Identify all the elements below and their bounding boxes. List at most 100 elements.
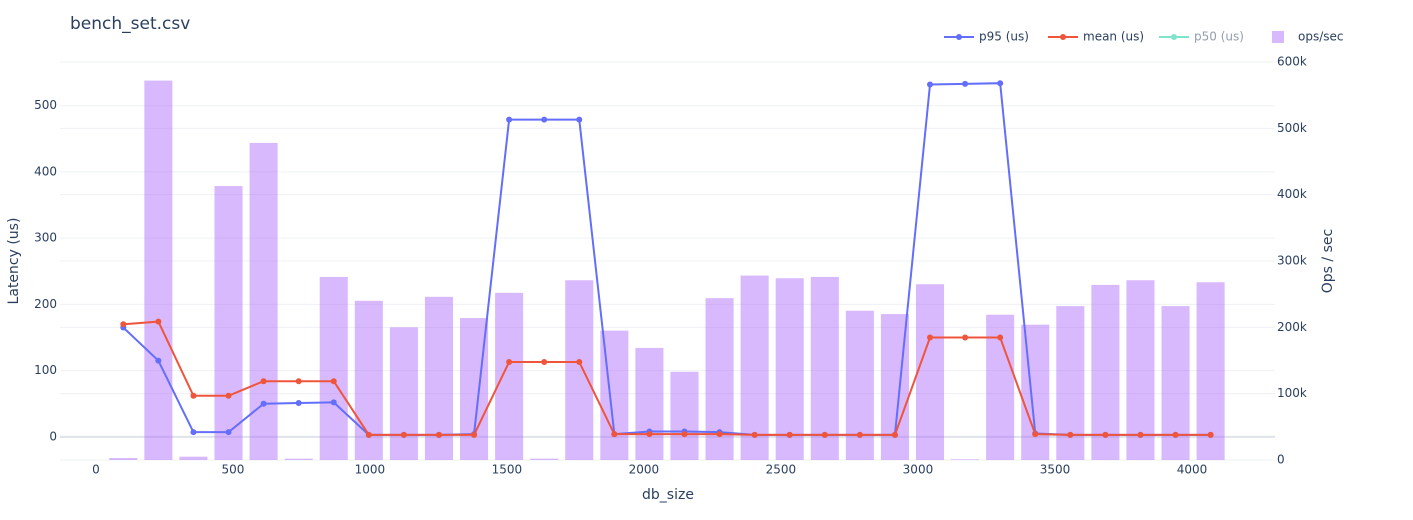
line bbox=[123, 320, 1211, 436]
y2-tick-label: 200k bbox=[1277, 320, 1307, 334]
bar bbox=[810, 276, 839, 460]
marker bbox=[155, 357, 162, 364]
marker bbox=[471, 431, 478, 438]
marker bbox=[190, 392, 197, 399]
bar bbox=[319, 276, 348, 460]
marker bbox=[927, 81, 934, 88]
bar bbox=[495, 292, 524, 460]
x-axis-title: db_size bbox=[642, 487, 694, 503]
marker bbox=[962, 334, 969, 341]
legend-swatch bbox=[1272, 31, 1284, 43]
bar bbox=[915, 284, 945, 460]
y2-tick-label: 500k bbox=[1277, 121, 1307, 135]
bar bbox=[740, 275, 769, 460]
marker bbox=[962, 80, 969, 87]
bar bbox=[1091, 284, 1120, 460]
y-tick-label: 100 bbox=[34, 363, 57, 377]
x-tick-label: 4000 bbox=[1177, 463, 1208, 477]
legend-label: p95 (us) bbox=[979, 30, 1029, 44]
legend-swatch-marker bbox=[956, 34, 962, 40]
marker bbox=[260, 400, 267, 407]
bar bbox=[284, 458, 313, 460]
legend-item: p95 (us) bbox=[944, 30, 1029, 44]
marker bbox=[506, 358, 513, 365]
marker bbox=[260, 378, 267, 385]
legend-label: p50 (us) bbox=[1194, 30, 1244, 44]
marker bbox=[506, 116, 513, 123]
marker bbox=[435, 431, 442, 438]
y-tick-label: 500 bbox=[34, 98, 57, 112]
legend-label: mean (us) bbox=[1083, 30, 1144, 44]
bar bbox=[565, 280, 594, 460]
y-tick-label: 0 bbox=[49, 429, 57, 443]
x-tick-label: 0 bbox=[92, 463, 100, 477]
x-tick-label: 3000 bbox=[903, 463, 934, 477]
y2-tick-label: 400k bbox=[1277, 187, 1307, 201]
marker bbox=[295, 400, 302, 407]
x-tick-label: 1000 bbox=[355, 463, 386, 477]
marker bbox=[646, 431, 653, 438]
legend-label: ops/sec bbox=[1298, 30, 1344, 44]
line-series bbox=[120, 80, 1214, 438]
y2-tick-label: 0 bbox=[1277, 453, 1285, 467]
y2-tick-label: 600k bbox=[1277, 55, 1307, 69]
bar bbox=[775, 278, 804, 460]
legend-swatch-marker bbox=[1060, 34, 1066, 40]
y-tick-label: 200 bbox=[34, 297, 57, 311]
bar bbox=[179, 456, 208, 460]
y2-tick-label: 100k bbox=[1277, 386, 1307, 400]
marker bbox=[821, 431, 828, 438]
marker bbox=[576, 116, 583, 123]
legend-item: ops/sec bbox=[1272, 30, 1344, 44]
bar bbox=[670, 371, 699, 460]
marker bbox=[997, 334, 1004, 341]
marker bbox=[365, 431, 372, 438]
marker bbox=[330, 378, 337, 385]
marker bbox=[1172, 431, 1179, 438]
marker bbox=[225, 392, 232, 399]
bar bbox=[249, 142, 278, 460]
marker bbox=[1102, 431, 1109, 438]
x-tick-label: 1500 bbox=[492, 463, 523, 477]
line-series bbox=[120, 318, 1214, 438]
marker bbox=[295, 378, 302, 385]
marker bbox=[856, 431, 863, 438]
marker bbox=[1137, 431, 1144, 438]
bar bbox=[635, 347, 664, 460]
bar bbox=[530, 458, 559, 460]
legend-item: p50 (us) bbox=[1159, 30, 1244, 44]
marker bbox=[681, 431, 688, 438]
marker bbox=[1032, 431, 1039, 438]
marker bbox=[1067, 431, 1074, 438]
x-tick-label: 2000 bbox=[629, 463, 660, 477]
chart-title: bench_set.csv bbox=[70, 14, 190, 34]
marker bbox=[891, 431, 898, 438]
y2-axis-title: Ops / sec bbox=[1320, 229, 1336, 293]
bar bbox=[144, 80, 173, 460]
x-tick-label: 500 bbox=[221, 463, 244, 477]
grid bbox=[60, 61, 1275, 461]
marker bbox=[611, 431, 618, 438]
bar bbox=[1196, 282, 1225, 460]
y-tick-label: 400 bbox=[34, 164, 57, 178]
marker bbox=[576, 358, 583, 365]
marker bbox=[716, 431, 723, 438]
marker bbox=[400, 431, 407, 438]
marker bbox=[1207, 431, 1214, 438]
bar bbox=[951, 459, 980, 460]
marker bbox=[541, 116, 548, 123]
marker bbox=[330, 399, 337, 406]
y-tick-label: 300 bbox=[34, 231, 57, 245]
bar bbox=[389, 327, 418, 460]
marker bbox=[155, 318, 162, 325]
x-tick-label: 3500 bbox=[1040, 463, 1071, 477]
legend-swatch-marker bbox=[1171, 34, 1177, 40]
x-tick-label: 2500 bbox=[766, 463, 797, 477]
line bbox=[122, 82, 1211, 436]
marker bbox=[927, 334, 934, 341]
bar bbox=[1126, 280, 1155, 460]
legend-item: mean (us) bbox=[1048, 30, 1144, 44]
y-axis-title: Latency (us) bbox=[6, 218, 22, 305]
bar bbox=[109, 458, 138, 460]
